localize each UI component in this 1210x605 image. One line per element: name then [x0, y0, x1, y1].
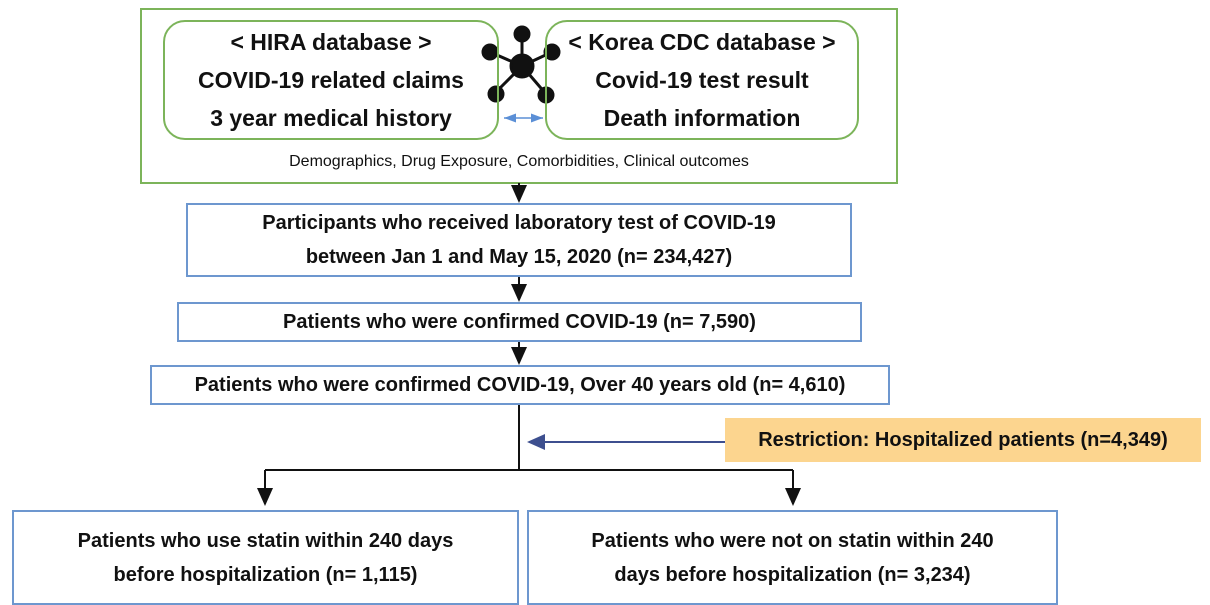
- step-line: between Jan 1 and May 15, 2020 (n= 234,4…: [305, 246, 733, 268]
- caption: Demographics, Drug Exposure, Comorbiditi…: [289, 153, 749, 170]
- box-title: < HIRA database >: [230, 29, 432, 55]
- flow-lines: [257, 183, 801, 506]
- box-line: Covid-19 test result: [595, 67, 809, 93]
- step-box: Patients who were confirmed COVID-19, Ov…: [150, 365, 890, 405]
- step-line: Participants who received laboratory tes…: [262, 212, 776, 234]
- hira-box: < HIRA database > COVID-19 related claim…: [163, 20, 499, 140]
- step-box: Participants who received laboratory tes…: [186, 203, 852, 277]
- restriction-box: Restriction: Hospitalized patients (n=4,…: [725, 418, 1201, 462]
- step-box: Patients who were confirmed COVID-19 (n=…: [177, 302, 862, 342]
- step-line: Patients who were confirmed COVID-19, Ov…: [194, 374, 846, 396]
- box-line: COVID-19 related claims: [198, 67, 464, 93]
- group-line: Patients who were not on statin within 2…: [591, 529, 994, 552]
- group-box: Patients who were not on statin within 2…: [527, 510, 1058, 605]
- box-line: 3 year medical history: [210, 105, 452, 131]
- step-line: Patients who were confirmed COVID-19 (n=…: [283, 311, 756, 333]
- group-line: before hospitalization (n= 1,115): [113, 563, 418, 586]
- kcdc-box: < Korea CDC database > Covid-19 test res…: [545, 20, 859, 140]
- box-title: < Korea CDC database >: [568, 29, 836, 55]
- group-line: Patients who use statin within 240 days: [77, 529, 454, 552]
- group-box: Patients who use statin within 240 days …: [12, 510, 519, 605]
- box-line: Death information: [603, 105, 801, 131]
- group-line: days before hospitalization (n= 3,234): [614, 563, 971, 586]
